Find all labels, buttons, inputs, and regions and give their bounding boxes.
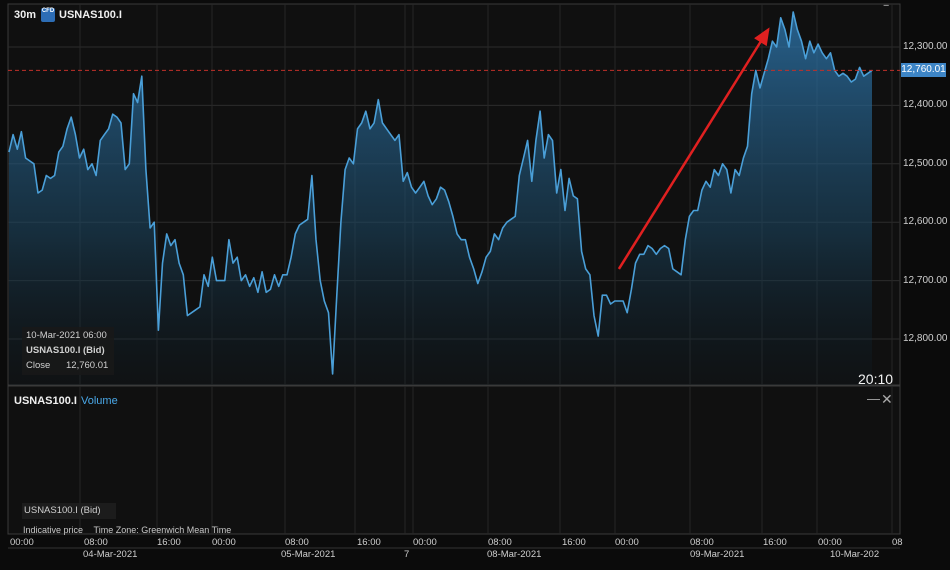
countdown-clock: 20:10 <box>858 371 894 387</box>
minus-icon[interactable]: ‾ <box>884 3 889 18</box>
y-tick-label: 12,300.00 <box>903 41 948 52</box>
volume-instrument: USNAS100.I (Bid) <box>22 503 116 519</box>
x-time-label: 08 <box>892 537 903 548</box>
x-date-label: 09-Mar-2021 <box>690 549 745 560</box>
volume-indicator-link[interactable]: Volume <box>81 395 118 407</box>
x-time-label: 16:00 <box>562 537 586 548</box>
x-date-label: 10-Mar-202 <box>830 549 880 560</box>
info-datetime: 10-Mar-2021 06:00 <box>26 330 107 341</box>
trend-arrow <box>617 27 770 270</box>
volume-symbol: USNAS100.I <box>14 395 77 407</box>
volume-panel <box>7 385 901 535</box>
x-time-label: 16:00 <box>763 537 787 548</box>
y-tick-label: 12,600.00 <box>903 216 948 228</box>
timeframe-label[interactable]: 30m <box>14 9 37 21</box>
x-time-label: 00:00 <box>212 537 236 548</box>
x-date-label: 08-Mar-2021 <box>487 549 542 560</box>
x-time-label: 00:00 <box>413 537 437 548</box>
x-time-label: 16:00 <box>357 537 381 548</box>
y-tick-label: 12,500.00 <box>903 157 948 169</box>
x-time-label: 08:00 <box>84 537 108 548</box>
info-instrument: USNAS100.I (Bid) <box>26 345 105 356</box>
ohlc-info-box: 10-Mar-2021 06:00 USNAS100.I (Bid) Close… <box>22 327 114 375</box>
symbol-label[interactable]: USNAS100.I <box>59 9 122 21</box>
x-time-label: 08:00 <box>285 537 309 548</box>
x-time-label: 00:00 <box>615 537 639 548</box>
info-close-value: 12,760.01 <box>66 360 109 371</box>
x-date-label: 05-Mar-2021 <box>281 549 336 560</box>
cfd-badge-icon: CFD <box>41 8 55 22</box>
x-date-label: 7 <box>404 549 410 560</box>
x-time-label: 08:00 <box>488 537 512 548</box>
plot-area <box>8 11 900 385</box>
current-price-tag: 12,760.01 <box>901 63 946 78</box>
close-icon[interactable]: ✕ <box>881 391 893 407</box>
info-close-label: Close <box>26 360 51 371</box>
x-time-label: 16:00 <box>157 537 181 548</box>
minus-icon[interactable]: — <box>867 391 880 406</box>
y-tick-label: 12,700.00 <box>903 274 948 286</box>
indicative-price: Indicative price <box>23 525 84 535</box>
timezone: Time Zone: Greenwich Mean Time <box>93 525 232 535</box>
x-time-label: 00:00 <box>818 537 842 548</box>
price-line <box>8 11 873 375</box>
footer-note: Indicative price Time Zone: Greenwich Me… <box>23 525 231 535</box>
price-area <box>9 12 872 385</box>
y-tick-label: 12,400.00 <box>903 99 948 111</box>
cfd-badge-text: CFD <box>41 8 55 14</box>
y-tick-label: 12,800.00 <box>903 333 948 344</box>
x-time-label: 00:00 <box>10 537 34 548</box>
x-time-label: 08:00 <box>690 537 714 548</box>
x-date-label: 04-Mar-2021 <box>83 549 138 560</box>
